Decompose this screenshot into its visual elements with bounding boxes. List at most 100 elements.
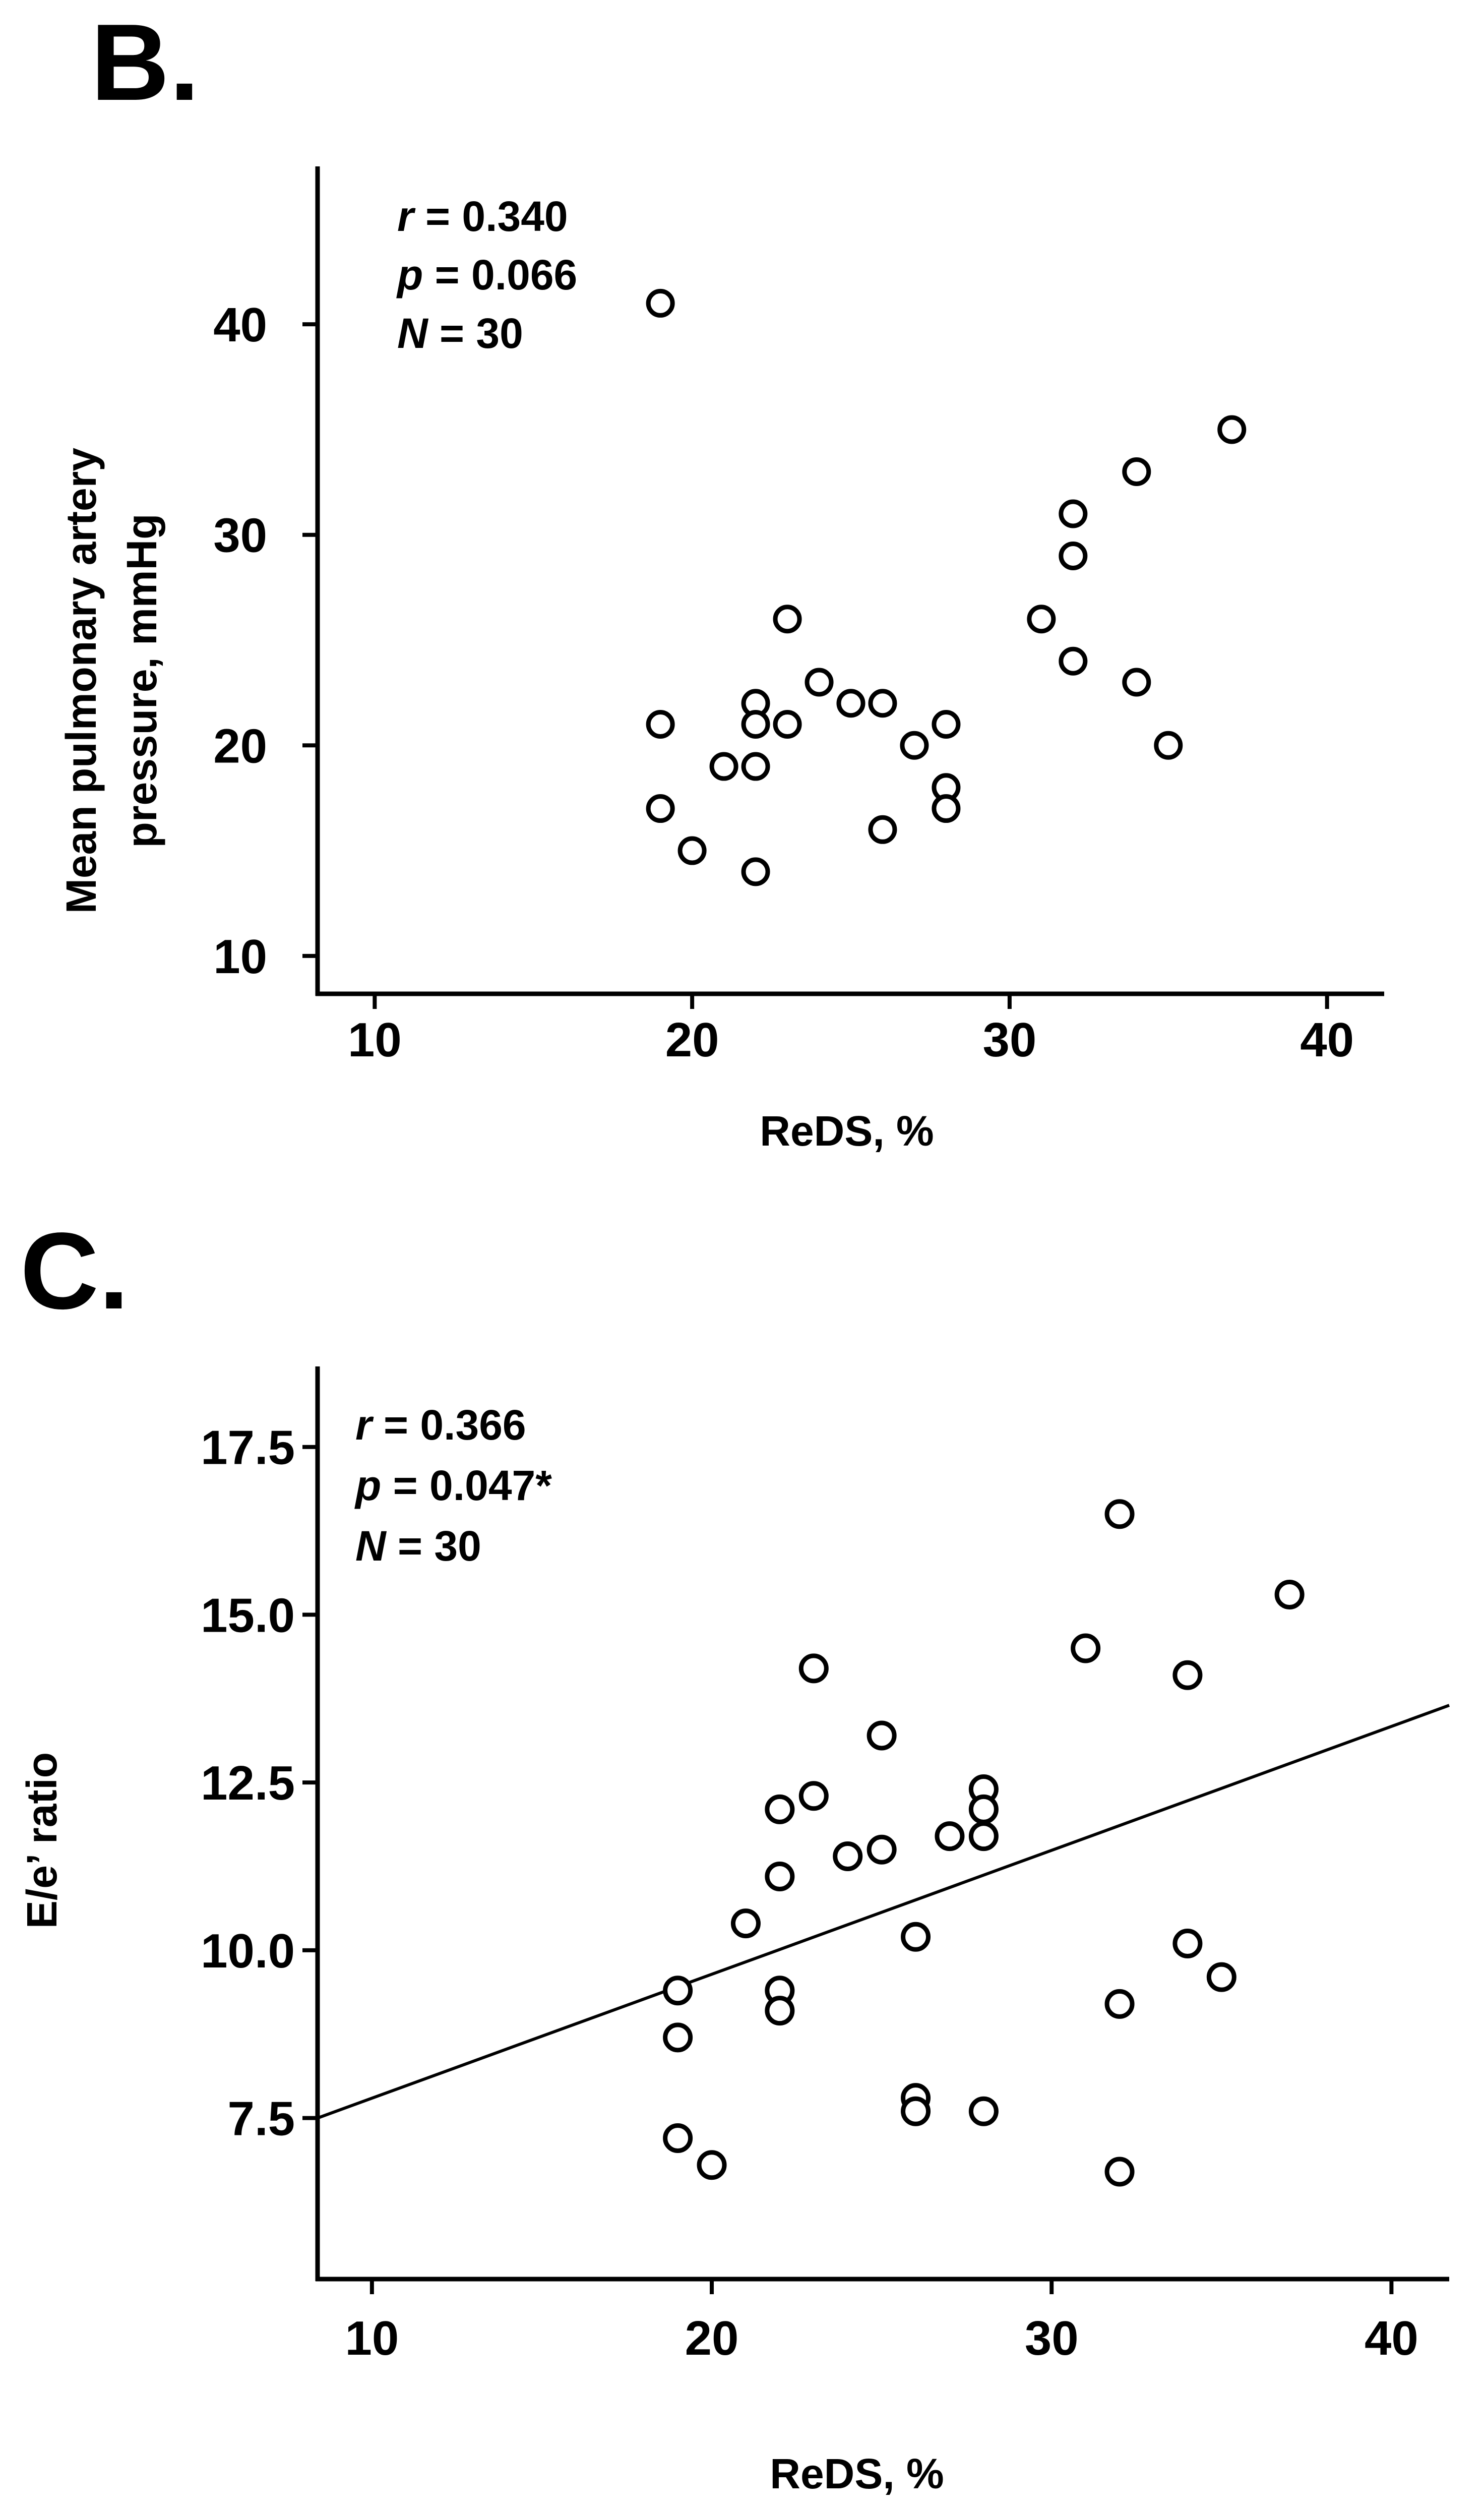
- stat-n-value-c: = 30: [386, 1522, 481, 1570]
- data-point-c: [833, 1841, 863, 1872]
- stat-r-symbol-b: r: [397, 193, 416, 240]
- data-point-c: [968, 2096, 999, 2126]
- data-point-b: [836, 689, 865, 718]
- data-point-b: [646, 288, 675, 318]
- data-point-b: [1122, 668, 1151, 697]
- y-tick-label-b: 40: [213, 298, 267, 352]
- data-point-b: [1154, 731, 1183, 760]
- data-point-b: [1122, 457, 1151, 486]
- data-point-b: [805, 668, 834, 697]
- data-point-b: [773, 605, 802, 634]
- x-tick-label-b: 20: [665, 1013, 719, 1067]
- data-point-b: [868, 689, 897, 718]
- x-tick-label-c: 20: [685, 2311, 739, 2365]
- data-point-c: [765, 1861, 795, 1891]
- x-tick-label-b: 10: [348, 1013, 402, 1067]
- data-point-c: [1104, 2157, 1135, 2187]
- data-point-c: [663, 2022, 693, 2053]
- data-point-b: [900, 731, 929, 760]
- stat-n-c: N = 30: [355, 1522, 481, 1570]
- data-point-b: [1059, 541, 1088, 570]
- y-tick-label-b: 20: [213, 719, 267, 773]
- data-point-c: [798, 1653, 829, 1684]
- data-point-c: [1274, 1580, 1305, 1609]
- data-point-b: [646, 710, 675, 739]
- y-tick-label-c: 15.0: [201, 1588, 295, 1642]
- stat-p-b: p = 0.066: [396, 251, 577, 298]
- data-point-b: [741, 857, 770, 886]
- data-point-c: [765, 1794, 795, 1824]
- y-axis-title-b: Mean pulmonary artery pressure, mmHg: [57, 448, 165, 914]
- data-point-c: [901, 1922, 931, 1952]
- x-tick-label-b: 30: [982, 1013, 1036, 1067]
- panel-b: B. r = 0.340 p = 0.066 N = 30 Mean pulmo…: [57, 1, 1384, 1155]
- data-point-c: [1172, 1929, 1203, 1959]
- panel-label-c: C.: [20, 1210, 129, 1332]
- data-point-c: [1104, 1499, 1135, 1529]
- stat-r-value-c: = 0.366: [372, 1401, 526, 1449]
- data-point-b: [677, 836, 707, 865]
- data-point-c: [663, 1976, 693, 2006]
- y-tick-label-c: 12.5: [201, 1756, 295, 1810]
- plot-b: 10 20 30 40 10 20 30 40: [213, 166, 1384, 1067]
- data-point-c: [901, 2096, 931, 2126]
- data-point-c: [867, 1834, 897, 1865]
- data-point-c: [1071, 1633, 1101, 1663]
- panel-c: C. r = 0.366 p = 0.047* N = 30 E/e’ rati…: [18, 1210, 1450, 2497]
- data-point-b: [932, 710, 961, 739]
- data-point-c: [1104, 1989, 1135, 2019]
- x-tick-label-c: 10: [345, 2311, 399, 2365]
- data-point-c: [730, 1908, 761, 1939]
- stat-r-b: r = 0.340: [397, 193, 568, 240]
- plot-c: 7.5 10.0 12.5 15.0 17.5 10 20 30 40: [201, 1366, 1450, 2365]
- data-point-b: [1059, 646, 1088, 676]
- y-tick-label-c: 7.5: [228, 2092, 295, 2146]
- stat-r-symbol-c: r: [355, 1401, 374, 1449]
- y-axis-title-c: E/e’ ratio: [18, 1752, 66, 1929]
- x-tick-label-c: 40: [1365, 2311, 1418, 2365]
- y-axis-title-b-line1: Mean pulmonary artery: [57, 448, 105, 914]
- data-point-c: [968, 1821, 999, 1851]
- data-point-c: [765, 1996, 795, 2026]
- data-point-c: [935, 1821, 965, 1851]
- data-point-c: [697, 2150, 727, 2180]
- data-point-b: [1217, 415, 1247, 444]
- data-point-b: [773, 710, 802, 739]
- data-point-b: [932, 794, 961, 823]
- y-tick-label-b: 10: [213, 930, 267, 984]
- x-axis-title-c: ReDS, %: [770, 2450, 944, 2497]
- data-point-b: [1059, 499, 1088, 528]
- stat-p-symbol-b: p: [396, 251, 423, 298]
- stat-n-symbol-b: N: [397, 310, 429, 357]
- y-axis-title-b-line2: pressure, mmHg: [118, 514, 165, 848]
- data-point-b: [709, 752, 738, 781]
- data-point-b: [741, 710, 770, 739]
- stat-n-value-b: = 30: [428, 310, 523, 357]
- data-point-c: [1172, 1660, 1203, 1690]
- panel-b-stats: r = 0.340 p = 0.066 N = 30: [396, 193, 577, 357]
- x-tick-label-b: 40: [1300, 1013, 1354, 1067]
- regression-line-c: [317, 1704, 1450, 2120]
- stat-n-symbol-c: N: [355, 1522, 387, 1570]
- stat-p-c: p = 0.047*: [354, 1462, 552, 1509]
- panel-c-stats: r = 0.366 p = 0.047* N = 30: [354, 1401, 552, 1570]
- data-point-c: [1206, 1962, 1236, 1992]
- stat-r-c: r = 0.366: [355, 1401, 526, 1449]
- stat-r-value-b: = 0.340: [414, 193, 568, 240]
- stat-p-symbol-c: p: [354, 1462, 381, 1509]
- stat-p-value-c: = 0.047*: [381, 1462, 552, 1509]
- x-tick-label-c: 30: [1025, 2311, 1079, 2365]
- data-point-b: [868, 815, 897, 844]
- data-point-c: [798, 1781, 829, 1811]
- panel-label-b: B.: [91, 1, 200, 123]
- y-tick-label-b: 30: [213, 509, 267, 563]
- stat-n-b: N = 30: [397, 310, 523, 357]
- y-tick-label-c: 17.5: [201, 1421, 295, 1475]
- data-point-c: [968, 1794, 999, 1824]
- y-tick-label-c: 10.0: [201, 1924, 295, 1978]
- data-point-c: [663, 2123, 693, 2154]
- data-point-b: [741, 752, 770, 781]
- x-axis-title-b: ReDS, %: [760, 1107, 934, 1155]
- data-point-c: [867, 1720, 897, 1751]
